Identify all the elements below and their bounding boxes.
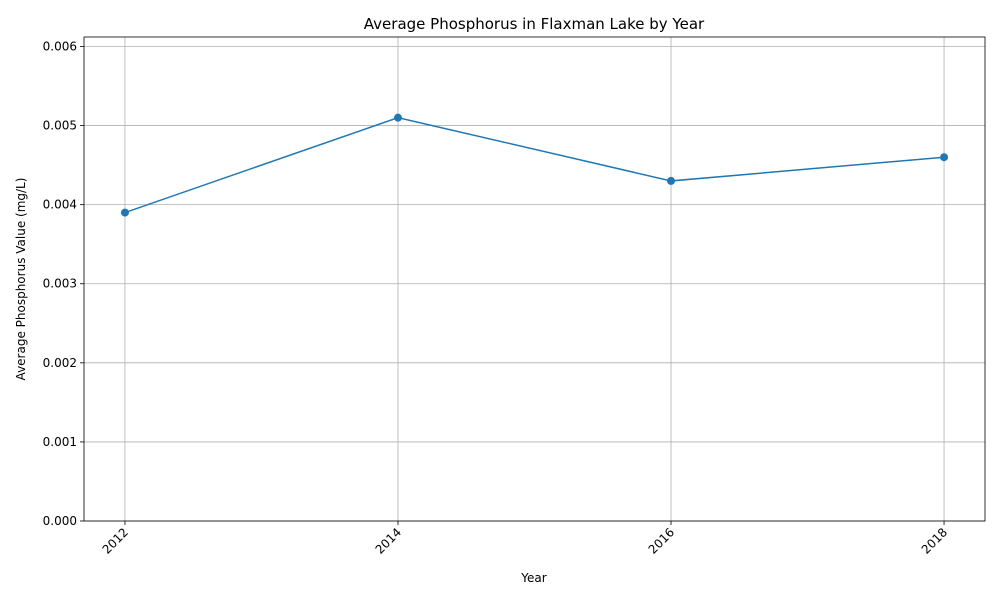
grid-layer	[84, 37, 985, 522]
plot-frame	[83, 36, 986, 522]
y-tick-label: 0.003	[43, 277, 77, 291]
data-point	[120, 208, 129, 217]
x-tick-label: 2012	[100, 525, 131, 556]
y-tick-label: 0.001	[43, 435, 77, 449]
x-tick-label: 2016	[646, 525, 677, 556]
x-axis-label: Year	[520, 571, 546, 585]
axes-layer: 2012 2014 2016 2018 0.000 0.001 0.002 0.003 0.00…	[43, 36, 986, 557]
data-point	[940, 153, 949, 162]
plot-layer	[120, 113, 949, 217]
data-point	[667, 176, 676, 185]
series-line	[124, 116, 945, 214]
y-tick-label: 0.004	[43, 198, 77, 212]
x-tick-label: 2018	[919, 525, 950, 556]
y-tick-label: 0.005	[43, 119, 77, 133]
y-tick-label: 0.002	[43, 356, 77, 370]
y-axis-label: Average Phosphorus Value (mg/L)	[14, 178, 28, 381]
y-tick-label: 0.006	[43, 39, 77, 53]
y-tick-label: 0.000	[43, 514, 77, 528]
x-tick-label: 2014	[373, 525, 404, 556]
data-point	[393, 113, 402, 122]
chart-title: Average Phosphorus in Flaxman Lake by Ye…	[364, 15, 705, 33]
